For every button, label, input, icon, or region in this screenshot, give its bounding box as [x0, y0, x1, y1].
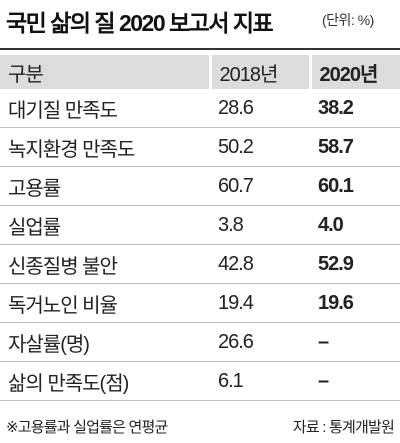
table-cell: 자살률(명) [0, 322, 210, 362]
title: 국민 삶의 질 2020 보고서 지표 [6, 10, 274, 36]
source: 자료 : 통계개발원 [292, 419, 395, 436]
table-cell: 60.7 [210, 166, 310, 206]
rule [0, 48, 400, 50]
table-cell: 28.6 [210, 89, 310, 128]
table-cell: 4.0 [310, 205, 400, 245]
table: 구분 2018년 2020년 대기질 만족도 28.6 38.2 녹지환경 만족도 50.2… [0, 55, 400, 401]
table-cell: 6.1 [210, 361, 310, 401]
table-cell: – [310, 361, 400, 401]
table-cell: 실업률 [0, 205, 210, 245]
table-body: 대기질 만족도 28.6 38.2 녹지환경 만족도 50.2 58.7 고용률 60.7 60… [0, 89, 400, 401]
column-header: 2020년 [310, 55, 400, 89]
table-cell: 삶의 만족도(점) [0, 361, 210, 401]
table-row: 삶의 만족도(점) 6.1– [0, 361, 400, 401]
table-row: 대기질 만족도 28.6 38.2 [0, 89, 400, 128]
table-cell: 녹지환경 만족도 [0, 127, 210, 167]
table-cell: – [310, 322, 400, 362]
table-cell: 60.1 [310, 166, 400, 206]
table-cell: 26.6 [210, 322, 310, 362]
table-row: 신종질병 불안 42.8 52.9 [0, 244, 400, 284]
header-row: 구분 2018년 2020년 [0, 55, 400, 89]
unit: (단위: %) [322, 12, 374, 28]
table-row: 자살률(명) 26.6– [0, 322, 400, 362]
column-header: 구분 [0, 55, 212, 89]
column-header: 2018년 [210, 55, 312, 89]
table-cell: 38.2 [310, 89, 400, 128]
table-row: 녹지환경 만족도 50.2 58.7 [0, 127, 400, 167]
table-row: 독거노인 비율 19.4 19.6 [0, 283, 400, 323]
table-cell: 19.4 [210, 283, 310, 323]
table-cell: 고용률 [0, 166, 210, 206]
table-row: 고용률 60.7 60.1 [0, 166, 400, 206]
footnote: ※고용률과 실업률은 연평균 [6, 419, 168, 436]
table-row: 실업률 3.8 4.0 [0, 205, 400, 245]
table-cell: 58.7 [310, 127, 400, 167]
table-cell: 50.2 [210, 127, 310, 167]
table-cell: 대기질 만족도 [0, 89, 210, 128]
table-cell: 3.8 [210, 205, 310, 245]
table-cell: 52.9 [310, 244, 400, 284]
table-cell: 독거노인 비율 [0, 283, 210, 323]
table-cell: 신종질병 불안 [0, 244, 210, 284]
table-cell: 42.8 [210, 244, 310, 284]
table-cell: 19.6 [310, 283, 400, 323]
